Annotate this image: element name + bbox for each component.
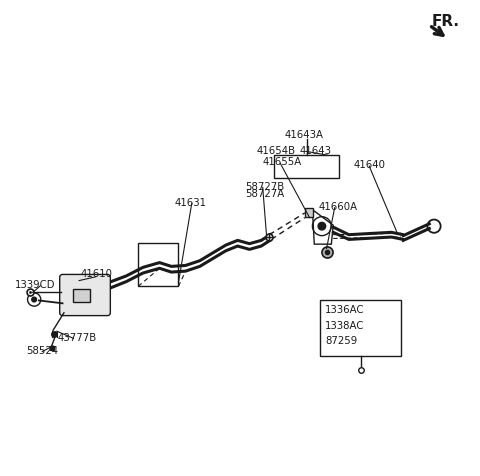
Bar: [305, 208, 313, 217]
Text: 1338AC: 1338AC: [325, 320, 364, 330]
Text: 41631: 41631: [175, 198, 207, 208]
Circle shape: [32, 297, 36, 302]
Text: 58524: 58524: [26, 346, 58, 356]
Text: 41660A: 41660A: [318, 202, 357, 212]
Text: 43777B: 43777B: [58, 333, 97, 343]
Circle shape: [318, 222, 325, 230]
Text: 41655A: 41655A: [263, 157, 302, 167]
Text: 41643: 41643: [299, 147, 331, 157]
Text: 41640: 41640: [354, 159, 385, 169]
Bar: [138, 243, 179, 286]
Text: 41654B: 41654B: [256, 147, 295, 157]
Text: FR.: FR.: [432, 14, 460, 29]
Bar: [321, 299, 401, 357]
Text: 58727A: 58727A: [245, 189, 284, 199]
Text: 41643A: 41643A: [285, 130, 324, 140]
FancyBboxPatch shape: [60, 275, 110, 316]
Text: 1339CD: 1339CD: [15, 280, 56, 290]
Text: 58727B: 58727B: [245, 182, 284, 192]
Text: 87259: 87259: [325, 336, 358, 346]
Text: 41610: 41610: [81, 269, 112, 279]
Text: 1336AC: 1336AC: [325, 305, 365, 315]
Bar: [274, 155, 339, 178]
Bar: [73, 288, 90, 302]
